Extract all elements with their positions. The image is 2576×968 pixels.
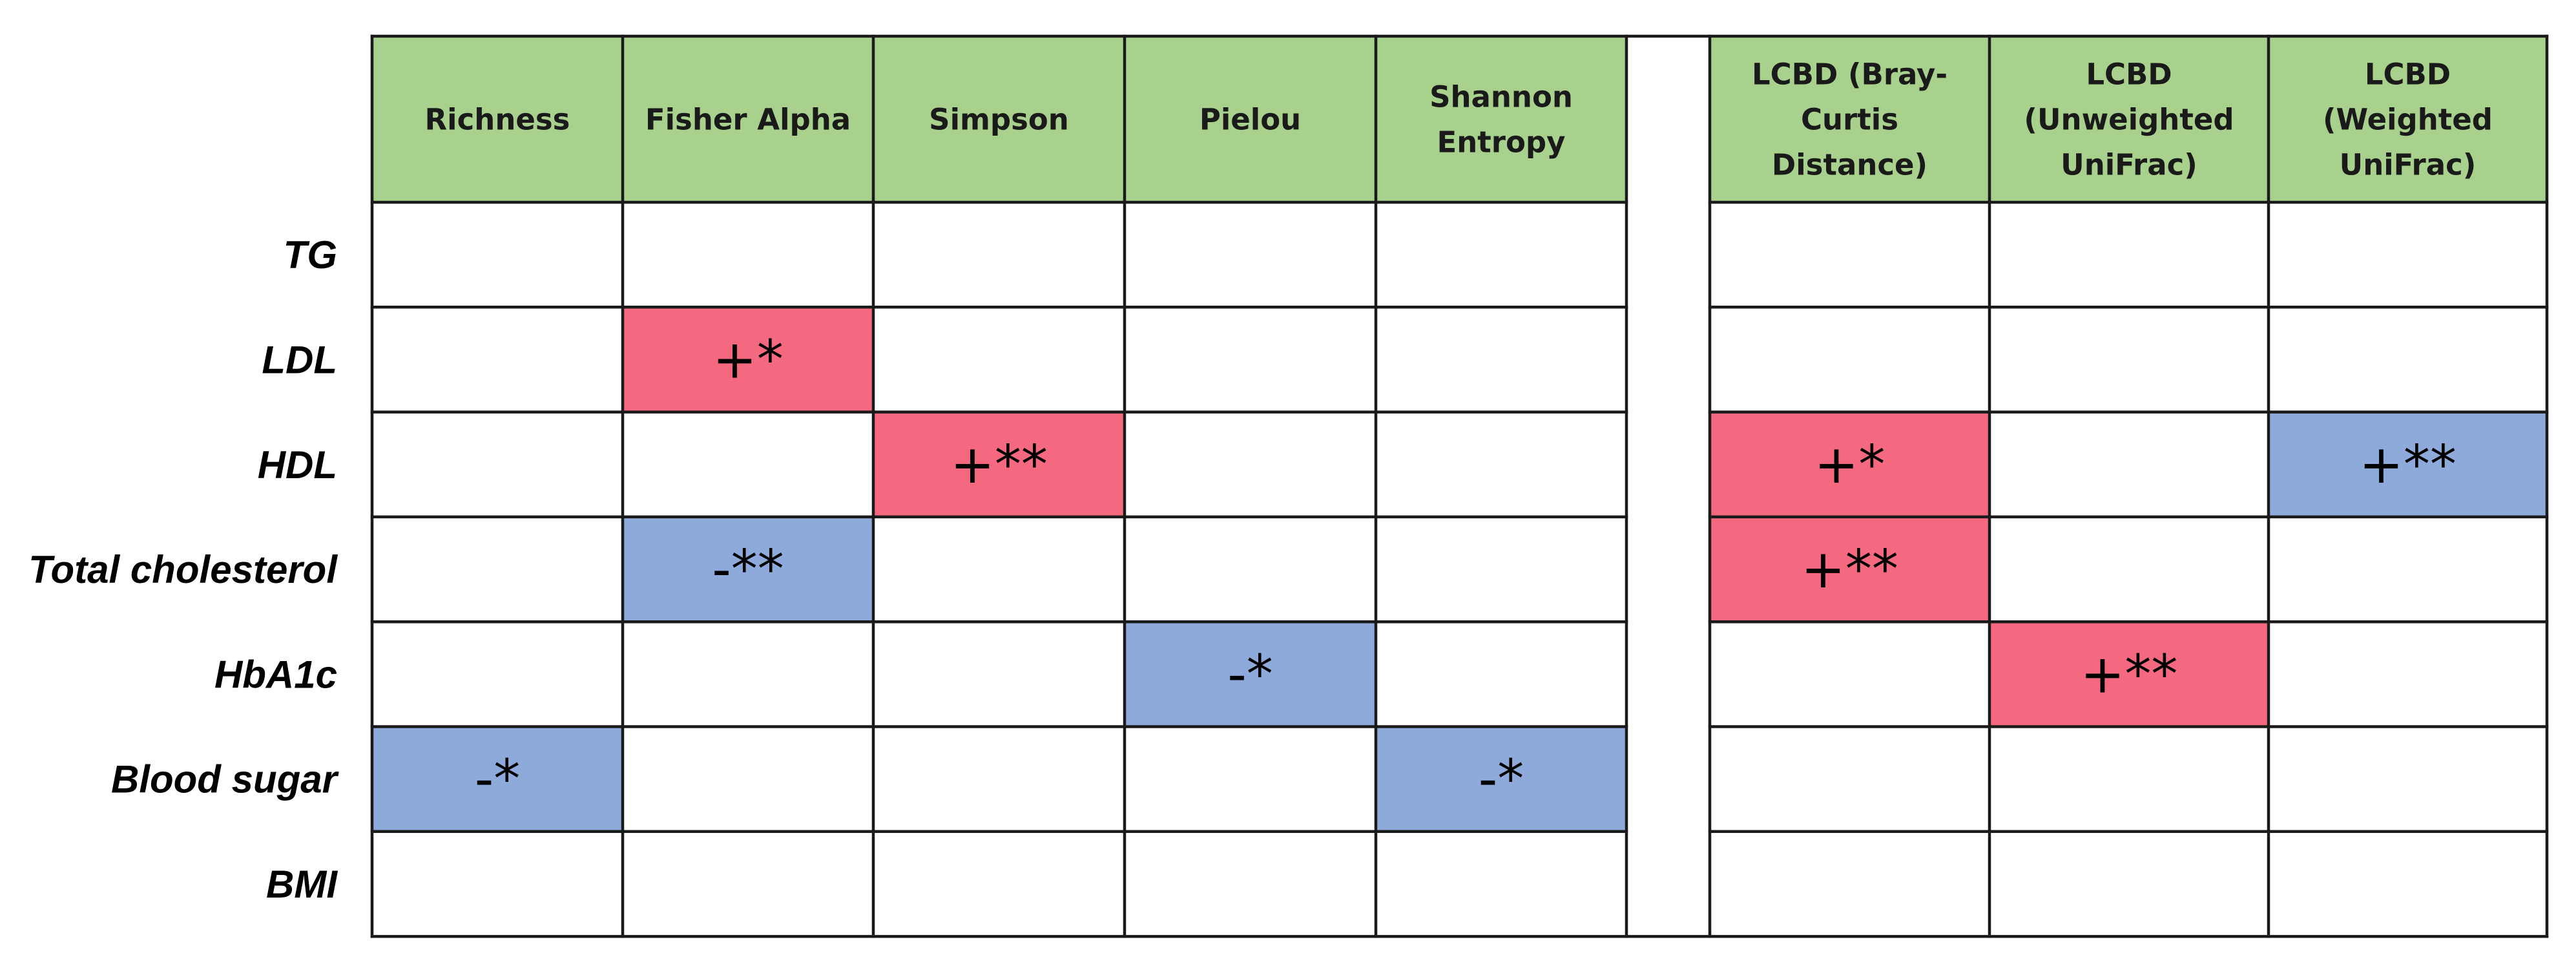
row-label-total-cholesterol: Total cholesterol [28,548,338,591]
cell-mark-hdl-simpson: +** [950,434,1048,496]
row-label-blood-sugar: Blood sugar [111,758,340,801]
column-header-line: Entropy [1437,125,1566,160]
cell-mark-ldl-fisher-alpha: +* [712,329,784,390]
column-header-lcbd-unweighted-unifrac: LCBD (Unweighted UniFrac) [2024,58,2234,182]
row-label-hdl: HDL [258,443,337,487]
column-header-simpson: Simpson [929,103,1069,137]
cell-total-cholesterol-lcbd-bray-curtis-distance [1710,516,1989,622]
column-header-bg-lcbd-weighted-unifrac [2269,36,2547,202]
column-header-line: LCBD (Bray- [1752,58,1948,92]
cell-total-cholesterol-fisher-alpha [623,516,873,622]
column-header-bg-fisher-alpha [623,36,873,202]
column-header-bg-richness [372,36,623,202]
column-header-line: Distance) [1772,148,1927,182]
column-header-bg-shannon-entropy [1376,36,1626,202]
cell-mark-hba1c-lcbd-unweighted-unifrac: +** [2081,644,2178,705]
cell-mark-total-cholesterol-lcbd-bray-curtis-distance: +** [1801,539,1898,600]
column-header-line: Simpson [929,103,1069,137]
column-header-line: Richness [425,103,570,137]
cell-mark-hdl-lcbd-weighted-unifrac: +** [2359,434,2457,496]
row-label-tg: TG [284,233,337,277]
column-header-line: (Unweighted [2024,103,2234,137]
cell-hdl-lcbd-weighted-unifrac [2269,412,2547,517]
cell-mark-total-cholesterol-fisher-alpha: -** [712,539,784,600]
cell-blood-sugar-shannon-entropy [1376,726,1626,832]
cell-mark-blood-sugar-shannon-entropy: -* [1479,749,1524,810]
column-header-lcbd-bray-curtis-distance: LCBD (Bray- Curtis Distance) [1752,58,1948,182]
column-header-richness: Richness [425,103,570,137]
row-label-bmi: BMI [266,863,338,906]
cell-hdl-simpson [873,412,1125,517]
column-header-pielou: Pielou [1200,103,1301,137]
cell-hba1c-pielou [1125,622,1376,727]
column-header-line: Fisher Alpha [645,103,851,137]
column-header-line: (Weighted [2323,103,2493,137]
cell-mark-blood-sugar-richness: -* [475,749,521,810]
cell-hba1c-lcbd-unweighted-unifrac [1989,622,2269,727]
table-grid [370,34,2549,938]
column-header-line: Shannon [1429,80,1573,114]
cell-mark-hdl-lcbd-bray-curtis-distance: +* [1814,434,1885,496]
row-label-ldl: LDL [262,338,337,381]
column-header-bg-simpson [873,36,1125,202]
table-text: Richness Fisher Alpha Simpson Pielou Shannon… [28,58,2493,906]
cell-blood-sugar-richness [372,726,623,832]
column-header-line: Curtis [1801,103,1898,137]
column-header-line: Pielou [1200,103,1301,137]
cell-mark-hba1c-pielou: -* [1227,644,1273,705]
column-header-line: LCBD [2086,58,2172,92]
column-header-fisher-alpha: Fisher Alpha [645,103,851,137]
cell-ldl-fisher-alpha [623,307,873,412]
column-header-shannon-entropy: Shannon Entropy [1429,80,1573,160]
column-header-bg-lcbd-bray-curtis-distance [1710,36,1989,202]
column-header-lcbd-weighted-unifrac: LCBD (Weighted UniFrac) [2323,58,2493,182]
gap-column [1626,36,1710,937]
column-header-bg-lcbd-unweighted-unifrac [1989,36,2269,202]
cell-hdl-lcbd-bray-curtis-distance [1710,412,1989,517]
column-header-line: LCBD [2365,58,2451,92]
table-cells [372,36,2547,937]
column-header-line: UniFrac) [2340,148,2477,182]
row-label-hba1c: HbA1c [214,653,337,696]
column-header-bg-pielou [1125,36,1376,202]
column-header-line: UniFrac) [2061,148,2197,182]
